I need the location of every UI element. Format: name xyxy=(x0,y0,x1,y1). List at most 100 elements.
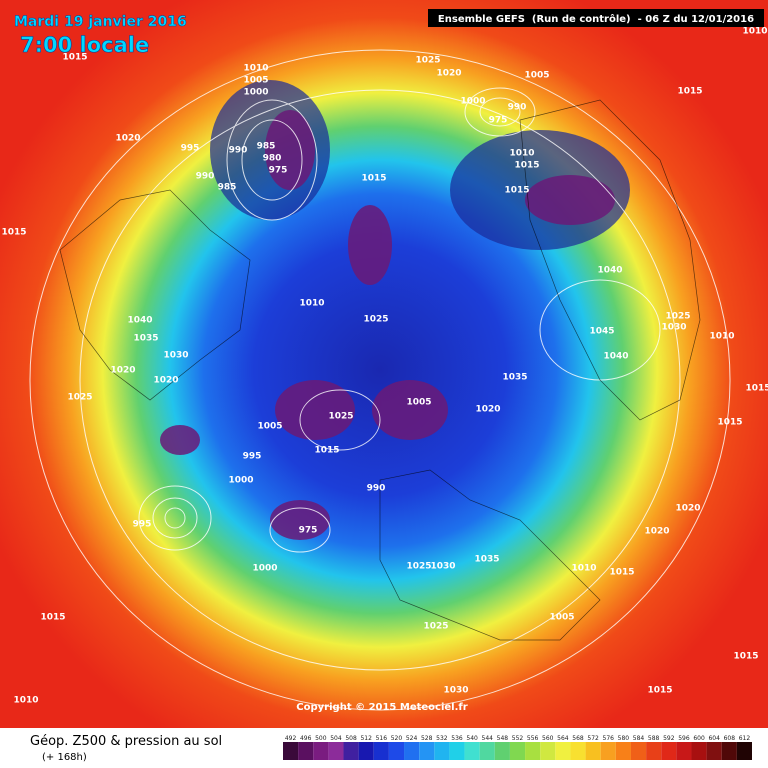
isobar-label: 990 xyxy=(196,172,215,182)
isobar-label: 1010 xyxy=(742,27,767,37)
isobar-label: 1020 xyxy=(115,134,140,144)
run-info: Ensemble GEFS (Run de contrôle) - 06 Z d… xyxy=(438,13,754,25)
scale-tick-label: 588 xyxy=(648,735,660,742)
scale-swatch xyxy=(736,742,752,760)
scale-tick-label: 516 xyxy=(376,735,388,742)
scale-swatch xyxy=(328,742,344,760)
isobar-label: 1020 xyxy=(675,504,700,514)
scale-tick-label: 564 xyxy=(557,735,569,742)
isobar-label: 1020 xyxy=(110,366,135,376)
isobar-label: 1000 xyxy=(228,476,253,486)
run-box xyxy=(428,9,764,27)
isobar-label: 1015 xyxy=(733,652,758,662)
scale-tick-label: 524 xyxy=(406,735,418,742)
isobar-label: 1005 xyxy=(549,613,574,623)
isobar-label: 995 xyxy=(133,520,152,530)
scale-tick-label: 584 xyxy=(633,735,645,742)
scale-swatch xyxy=(646,742,662,760)
scale-tick-label: 556 xyxy=(527,735,539,742)
scale-tick-label: 500 xyxy=(315,735,327,742)
scale-swatch xyxy=(404,742,420,760)
scale-tick-label: 596 xyxy=(678,735,690,742)
scale-swatch xyxy=(479,742,495,760)
isobar-label: 1015 xyxy=(504,186,529,196)
scale-swatch xyxy=(464,742,480,760)
scale-tick-label: 604 xyxy=(708,735,720,742)
isobar-label: 1020 xyxy=(644,527,669,537)
isobar-label: 1015 xyxy=(1,228,26,238)
scale-tick-label: 548 xyxy=(497,735,509,742)
isobar-label: 1005 xyxy=(524,71,549,81)
isobar-label: 1015 xyxy=(609,568,634,578)
isobar-label: 1030 xyxy=(430,562,455,572)
date: Mardi 19 janvier 2016 xyxy=(14,14,187,30)
isobar-label: 1035 xyxy=(502,373,527,383)
isobar-label: 1020 xyxy=(436,69,461,79)
isobar-label: 975 xyxy=(299,526,318,536)
scale-tick-label: 560 xyxy=(542,735,554,742)
scale-tick-label: 544 xyxy=(482,735,494,742)
isobar-label: 1030 xyxy=(163,351,188,361)
isobar-label: 1020 xyxy=(475,405,500,415)
isobar-label: 990 xyxy=(229,146,248,156)
isobar-label: 975 xyxy=(269,166,288,176)
scale-tick-label: 492 xyxy=(285,735,297,742)
isobar-label: 1010 xyxy=(571,564,596,574)
scale-tick-label: 600 xyxy=(693,735,705,742)
isobar-label: 1010 xyxy=(509,149,534,159)
scale-tick-label: 540 xyxy=(466,735,478,742)
scale-swatch xyxy=(676,742,692,760)
scale-swatch xyxy=(525,742,541,760)
copyright: Copyright © 2015 Meteociel.fr xyxy=(296,702,467,713)
scale-tick-label: 612 xyxy=(739,735,751,742)
scale-swatch xyxy=(585,742,601,760)
isobar-label: 1025 xyxy=(406,562,431,572)
isobar-label: 1010 xyxy=(299,299,324,309)
color-scale: 492 496 500 504 508 512 516 520 524 528 532 536 540 5… xyxy=(283,735,752,760)
isobar-label: 1030 xyxy=(661,323,686,333)
scale-tick-label: 536 xyxy=(451,735,463,742)
isobar-label: 1040 xyxy=(603,352,628,362)
scale-tick-label: 552 xyxy=(512,735,524,742)
scale-swatch xyxy=(615,742,631,760)
isobar-label: 1045 xyxy=(589,327,614,337)
scale-swatch xyxy=(691,742,707,760)
scale-swatch xyxy=(449,742,465,760)
isobar-label: 980 xyxy=(263,154,282,164)
isobar-label: 975 xyxy=(489,116,508,126)
isobar-label: 1010 xyxy=(243,64,268,74)
scale-swatch xyxy=(373,742,389,760)
scale-swatch xyxy=(540,742,556,760)
isobar-label: 1030 xyxy=(443,686,468,696)
scale-swatch xyxy=(358,742,374,760)
scale-tick-label: 504 xyxy=(330,735,342,742)
isobar-label: 995 xyxy=(181,144,200,154)
scale-tick-label: 572 xyxy=(587,735,599,742)
isobar-label: 1005 xyxy=(257,422,282,432)
scale-tick-label: 592 xyxy=(663,735,675,742)
isobar-label: 1040 xyxy=(127,316,152,326)
time: 7:00 locale xyxy=(20,33,149,57)
scale-tick-label: 508 xyxy=(345,735,357,742)
isobar-label: 1025 xyxy=(415,56,440,66)
scale-swatch xyxy=(494,742,510,760)
isobar-label: 1005 xyxy=(243,76,268,86)
scale-swatch xyxy=(283,742,299,760)
scale-tick-label: 496 xyxy=(300,735,312,742)
scale-swatch xyxy=(555,742,571,760)
isobar-label: 1020 xyxy=(153,376,178,386)
isobar-label: 1010 xyxy=(709,332,734,342)
scale-tick-label: 580 xyxy=(618,735,630,742)
scale-swatch xyxy=(630,742,647,760)
isobar-label: 1015 xyxy=(647,686,672,696)
isobar-label: 1015 xyxy=(314,446,339,456)
scale-swatch xyxy=(509,742,526,760)
isobar-label: 985 xyxy=(257,142,276,152)
isobar-label: 1010 xyxy=(13,696,38,706)
footer-title: Géop. Z500 & pression au sol xyxy=(30,734,222,749)
isobar-label: 1035 xyxy=(474,555,499,565)
isobar-label: 1035 xyxy=(133,334,158,344)
scale-swatch xyxy=(388,742,405,760)
scale-swatch xyxy=(706,742,722,760)
